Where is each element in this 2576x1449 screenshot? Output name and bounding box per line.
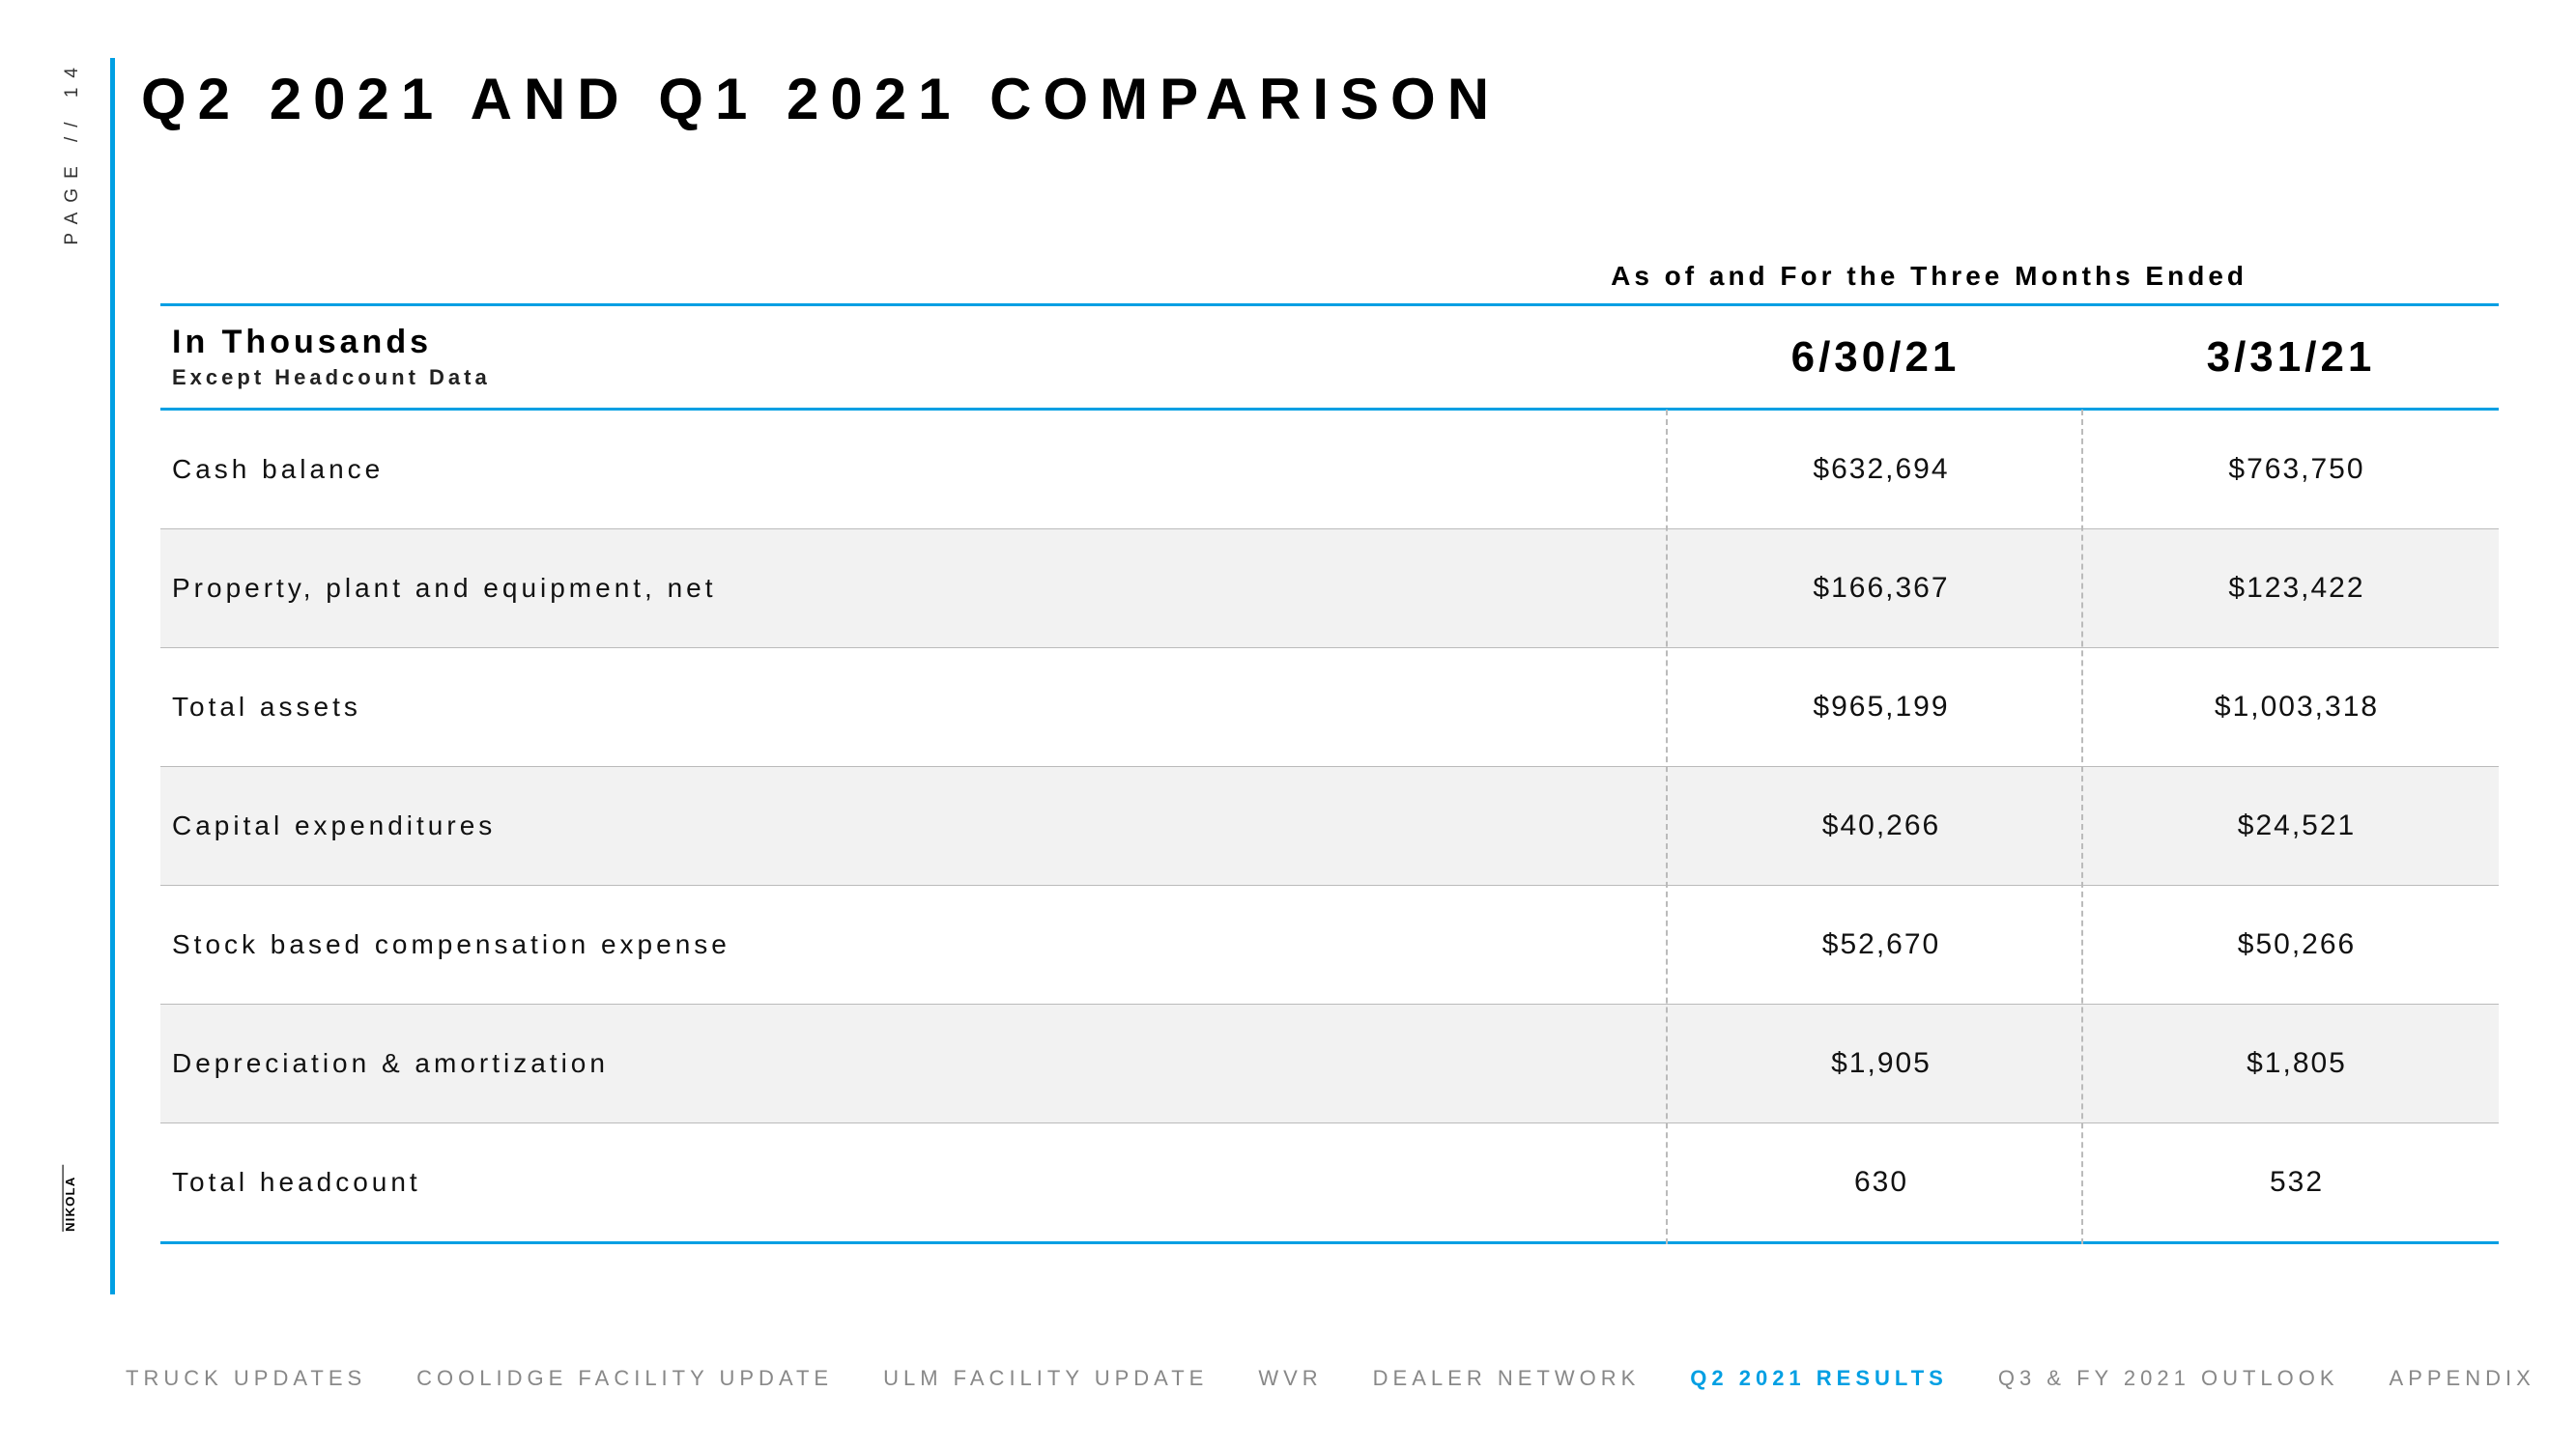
footer-item[interactable]: WVR bbox=[1258, 1366, 1322, 1391]
row-value-2: $24,521 bbox=[2083, 767, 2499, 886]
row-value-1: $166,367 bbox=[1668, 529, 2083, 648]
row-label: Total headcount bbox=[160, 1123, 1668, 1243]
table-row: Property, plant and equipment, net$166,3… bbox=[160, 529, 2499, 648]
row-label: Total assets bbox=[160, 648, 1668, 767]
row-value-2: $50,266 bbox=[2083, 886, 2499, 1005]
row-value-1: $52,670 bbox=[1668, 886, 2083, 1005]
footer-item[interactable]: Q3 & FY 2021 OUTLOOK bbox=[1998, 1366, 2339, 1391]
table-row: Total assets$965,199$1,003,318 bbox=[160, 648, 2499, 767]
table-header-row: In Thousands Except Headcount Data 6/30/… bbox=[160, 305, 2499, 410]
nikola-logo: NIKOLA bbox=[37, 1101, 104, 1294]
row-label: Depreciation & amortization bbox=[160, 1005, 1668, 1123]
header-left-title: In Thousands bbox=[172, 324, 1668, 361]
row-value-1: $1,905 bbox=[1668, 1005, 2083, 1123]
table-row: Stock based compensation expense$52,670$… bbox=[160, 886, 2499, 1005]
page-number: PAGE // 14 bbox=[58, 58, 87, 348]
row-value-1: 630 bbox=[1668, 1123, 2083, 1243]
row-value-2: $1,805 bbox=[2083, 1005, 2499, 1123]
vertical-divider-2 bbox=[2081, 410, 2083, 1244]
footer-nav: TRUCK UPDATES COOLIDGE FACILITY UPDATE ULM… bbox=[126, 1366, 2518, 1391]
row-value-1: $40,266 bbox=[1668, 767, 2083, 886]
row-value-1: $965,199 bbox=[1668, 648, 2083, 767]
table-row: Total headcount630532 bbox=[160, 1123, 2499, 1243]
vertical-divider-1 bbox=[1666, 410, 1668, 1244]
row-label: Capital expenditures bbox=[160, 767, 1668, 886]
row-value-2: $1,003,318 bbox=[2083, 648, 2499, 767]
table-row: Depreciation & amortization$1,905$1,805 bbox=[160, 1005, 2499, 1123]
page-title: Q2 2021 AND Q1 2021 COMPARISON bbox=[141, 66, 1501, 132]
row-value-2: $763,750 bbox=[2083, 410, 2499, 529]
table-header-left: In Thousands Except Headcount Data bbox=[160, 305, 1668, 410]
header-date-2: 3/31/21 bbox=[2083, 305, 2499, 410]
page-number-text: PAGE // 14 bbox=[62, 58, 83, 245]
comparison-table: As of and For the Three Months Ended In … bbox=[160, 261, 2499, 1244]
header-date-1: 6/30/21 bbox=[1668, 305, 2083, 410]
row-label: Cash balance bbox=[160, 410, 1668, 529]
footer-item[interactable]: COOLIDGE FACILITY UPDATE bbox=[416, 1366, 833, 1391]
row-label: Stock based compensation expense bbox=[160, 886, 1668, 1005]
footer-item[interactable]: TRUCK UPDATES bbox=[126, 1366, 366, 1391]
row-label: Property, plant and equipment, net bbox=[160, 529, 1668, 648]
table-row: Capital expenditures$40,266$24,521 bbox=[160, 767, 2499, 886]
footer-item[interactable]: APPENDIX bbox=[2390, 1366, 2535, 1391]
row-value-1: $632,694 bbox=[1668, 410, 2083, 529]
footer-item[interactable]: DEALER NETWORK bbox=[1373, 1366, 1641, 1391]
table-row: Cash balance$632,694$763,750 bbox=[160, 410, 2499, 529]
footer-item[interactable]: Q2 2021 RESULTS bbox=[1690, 1366, 1948, 1391]
footer-item[interactable]: ULM FACILITY UPDATE bbox=[883, 1366, 1208, 1391]
row-value-2: $123,422 bbox=[2083, 529, 2499, 648]
logo-text: NIKOLA bbox=[63, 1177, 77, 1232]
table-super-header: As of and For the Three Months Ended bbox=[160, 261, 2499, 292]
header-left-sub: Except Headcount Data bbox=[172, 365, 1668, 390]
left-accent-bar bbox=[110, 58, 115, 1294]
row-value-2: 532 bbox=[2083, 1123, 2499, 1243]
